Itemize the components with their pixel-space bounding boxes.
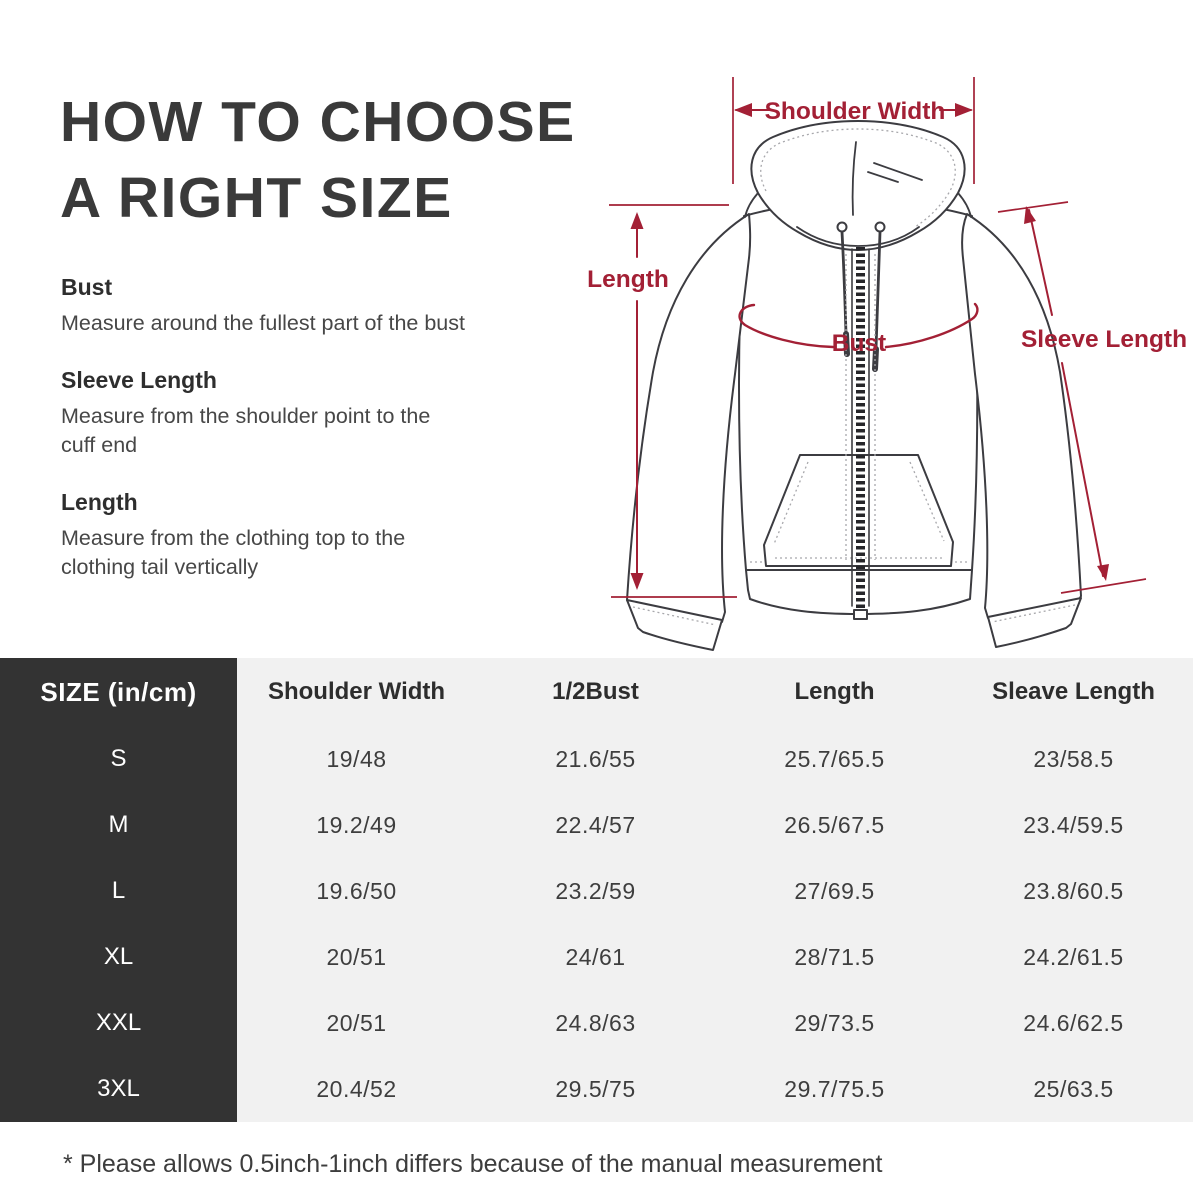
column-header-half-bust: 1/2Bust [552, 678, 639, 705]
instruction-heading-sleeve-length: Sleeve Length [61, 367, 217, 394]
size-table-corner-header: SIZE (in/cm) [0, 658, 237, 726]
table-cell: 29/73.5 [794, 1009, 875, 1036]
table-cell: 25/63.5 [1033, 1075, 1114, 1102]
table-cell: 19/48 [326, 745, 387, 772]
row-label-s: S [0, 726, 237, 792]
table-cell: 24.2/61.5 [1023, 943, 1124, 970]
table-cell: 24/61 [565, 943, 626, 970]
bust-annotation: Bust [738, 302, 979, 357]
hoodie-line-art [626, 120, 1082, 651]
hoodie-measurement-diagram: Shoulder Width Length Bust [587, 77, 1187, 651]
instruction-text-length: Measure from the clothing top to the clo… [61, 526, 406, 579]
row-label-3xl: 3XL [0, 1056, 237, 1122]
table-cell: 23.8/60.5 [1023, 877, 1124, 904]
shoulder-width-label: Shoulder Width [765, 98, 946, 125]
table-cell: 19.6/50 [316, 877, 397, 904]
length-annotation: Length [587, 204, 737, 598]
table-cell: 19.2/49 [316, 811, 397, 838]
column-header-shoulder-width: Shoulder Width [267, 678, 446, 705]
table-cell: 25.7/65.5 [784, 745, 885, 772]
table-cell: 23.4/59.5 [1023, 811, 1124, 838]
table-cell: 24.8/63 [555, 1009, 636, 1036]
page-title-line-1: HOW TO CHOOSE [60, 90, 576, 154]
left-drawstring [840, 230, 848, 336]
instruction-text-bust: Measure around the fullest part of the b… [61, 311, 465, 335]
sleeve-length-annotation: Sleeve Length [997, 201, 1187, 594]
column-header-sleeve-length: Sleave Length [992, 678, 1155, 705]
instruction-heading-length: Length [61, 489, 138, 516]
left-eyelet [836, 221, 848, 233]
instruction-text-sleeve-length: Measure from the shoulder point to the c… [61, 404, 431, 457]
page-title: HOW TO CHOOSE A RIGHT SIZE [60, 84, 576, 237]
table-cell: 20/51 [326, 943, 387, 970]
size-table: SIZE (in/cm) Shoulder Width 1/2Bust Leng… [0, 658, 1193, 1122]
hoodie-hood [750, 120, 966, 251]
hoodie-right-cuff [987, 597, 1082, 648]
row-label-l: L [0, 858, 237, 924]
measurement-annotations: Shoulder Width Length Bust [587, 77, 1187, 598]
table-cell: 23.2/59 [555, 877, 636, 904]
page-title-line-2: A RIGHT SIZE [60, 166, 453, 231]
table-cell: 28/71.5 [794, 943, 875, 970]
table-cell: 20/51 [326, 1009, 387, 1036]
row-label-m: M [0, 792, 237, 858]
table-cell: 23/58.5 [1033, 745, 1114, 772]
hoodie-left-cuff [626, 599, 723, 651]
table-cell: 21.6/55 [555, 745, 636, 772]
hoodie-right-sleeve [961, 213, 1082, 619]
measurement-instructions: Bust Measure around the fullest part of … [61, 274, 529, 611]
length-label: Length [587, 266, 669, 293]
table-cell: 27/69.5 [794, 877, 875, 904]
column-header-length: Length [794, 678, 875, 705]
measurement-note: * Please allows 0.5inch-1inch differs be… [63, 1150, 883, 1178]
table-cell: 22.4/57 [555, 811, 636, 838]
table-cell: 26.5/67.5 [784, 811, 885, 838]
right-drawstring [874, 230, 882, 351]
hoodie-zipper [845, 247, 876, 620]
shoulder-width-annotation: Shoulder Width [732, 77, 975, 184]
instruction-heading-bust: Bust [61, 274, 113, 300]
row-label-xl: XL [0, 924, 237, 990]
sleeve-length-label: Sleeve Length [1021, 326, 1187, 353]
right-eyelet [874, 221, 886, 233]
table-cell: 29.7/75.5 [784, 1075, 885, 1102]
table-cell: 29.5/75 [555, 1075, 636, 1102]
row-label-xxl: XXL [0, 990, 237, 1056]
table-cell: 24.6/62.5 [1023, 1009, 1124, 1036]
bust-label: Bust [832, 330, 886, 357]
table-cell: 20.4/52 [316, 1075, 397, 1102]
